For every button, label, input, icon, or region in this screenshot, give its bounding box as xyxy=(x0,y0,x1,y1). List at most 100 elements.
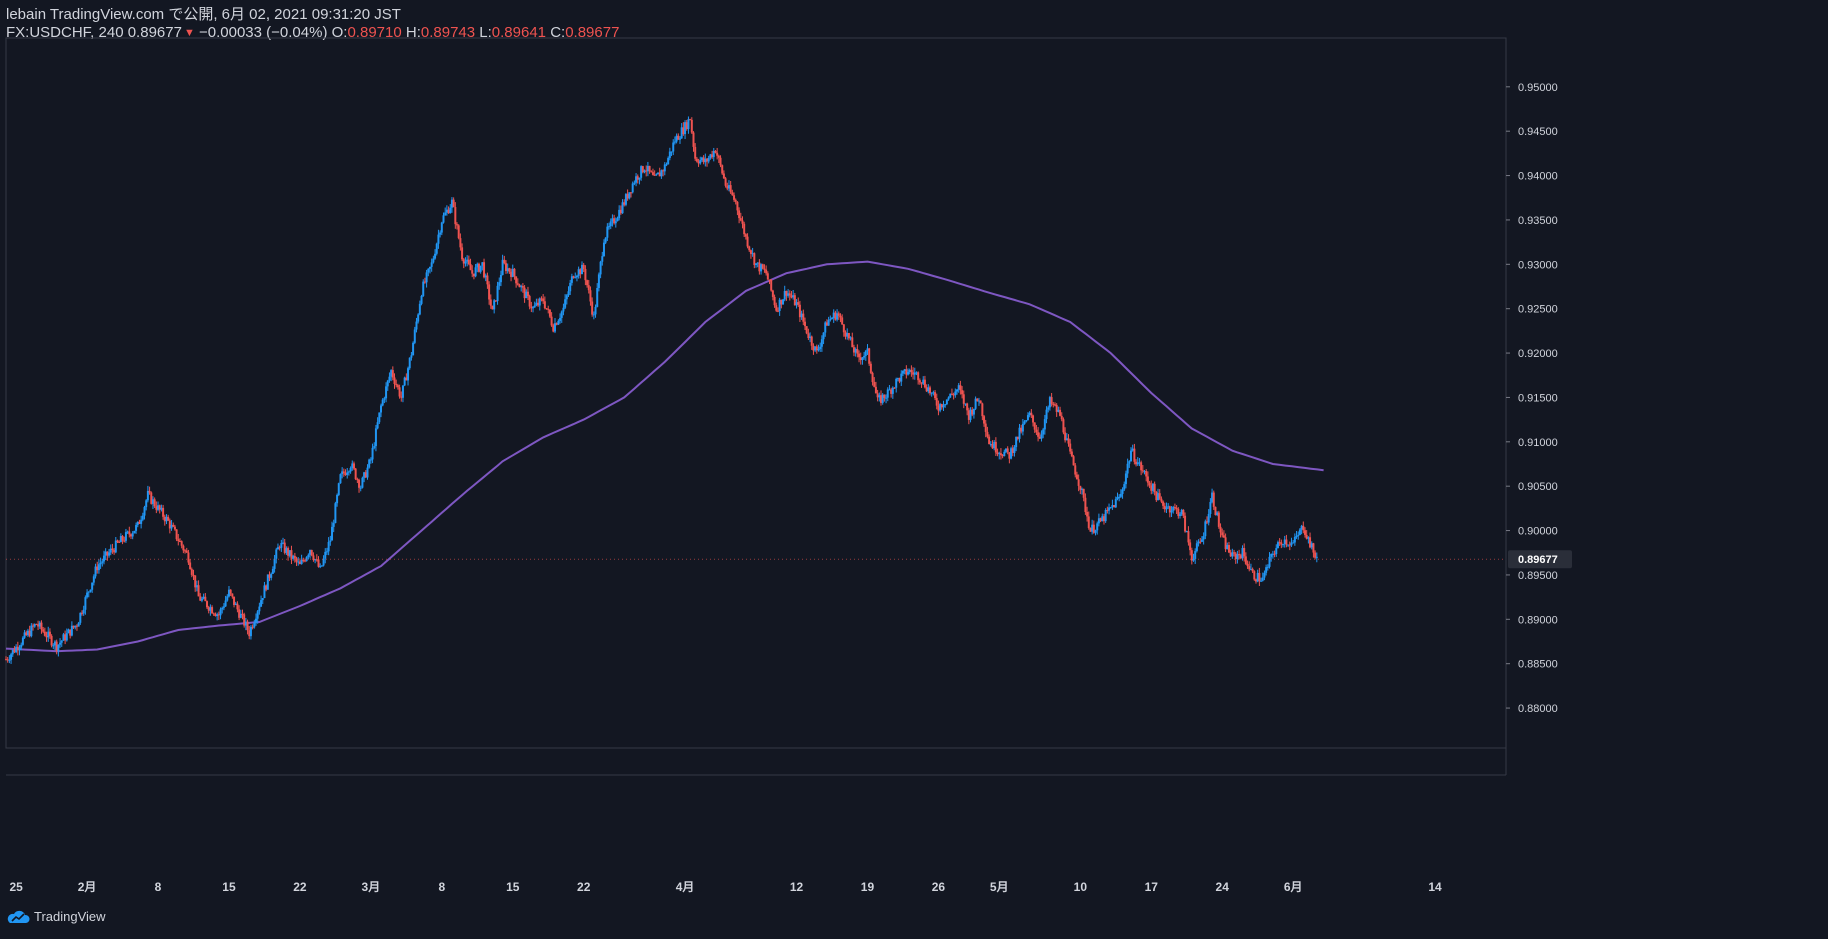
low-label: L: xyxy=(479,24,492,41)
candle-up xyxy=(253,622,256,628)
candle-up xyxy=(1108,507,1111,511)
candle-up xyxy=(594,306,597,315)
candle-down xyxy=(43,631,46,636)
candle-down xyxy=(582,264,585,269)
candle-down xyxy=(483,262,486,278)
candle-down xyxy=(1106,510,1109,512)
candle-down xyxy=(265,585,268,590)
time-axis[interactable]: 25 2月 8 15 22 3月 8 15 22 4月 12 19 26 5月 10 17 24 6月 14 xyxy=(9,880,1442,894)
candle-down xyxy=(893,387,896,389)
time-tick-label: 4月 xyxy=(676,880,695,894)
candle-down xyxy=(454,207,457,225)
candle-up xyxy=(369,459,372,461)
candle-down xyxy=(714,150,717,153)
candle-up xyxy=(437,234,440,244)
candle-up xyxy=(1298,529,1301,535)
candle-down xyxy=(1280,542,1283,545)
candle-up xyxy=(957,385,960,390)
candle-up xyxy=(146,490,149,501)
candle-down xyxy=(753,253,756,265)
candle-down xyxy=(1288,544,1291,546)
candle-up xyxy=(854,349,857,353)
candle-down xyxy=(1086,511,1089,517)
candle-up xyxy=(126,531,129,533)
candle-up xyxy=(104,551,107,556)
symbol-label[interactable]: FX:USDCHF, 240 xyxy=(6,24,124,41)
candle-down xyxy=(917,372,920,381)
candle-up xyxy=(1131,448,1134,451)
candle-down xyxy=(197,585,200,597)
candle-up xyxy=(493,300,496,310)
candle-down xyxy=(491,305,494,310)
candle-down xyxy=(189,562,192,570)
candle-down xyxy=(1212,492,1215,507)
candle-up xyxy=(1114,499,1117,508)
time-tick-label: 26 xyxy=(932,880,946,894)
candle-up xyxy=(525,291,528,299)
candle-down xyxy=(641,166,644,173)
candle-up xyxy=(276,547,279,550)
candle-up xyxy=(401,385,404,398)
candle-down xyxy=(452,199,455,208)
candle-up xyxy=(908,369,911,373)
candle-up xyxy=(20,644,23,648)
candle-up xyxy=(604,237,607,243)
candle-down xyxy=(118,541,121,543)
candle-up xyxy=(969,409,972,420)
candle-up xyxy=(1096,523,1099,531)
footer-brand[interactable]: TradingView xyxy=(6,909,106,924)
candle-up xyxy=(38,622,41,627)
candle-up xyxy=(1211,492,1214,502)
candle-up xyxy=(378,412,381,423)
candle-up xyxy=(219,609,222,616)
candle-down xyxy=(1055,405,1058,412)
candle-down xyxy=(1246,563,1249,567)
candle-up xyxy=(599,261,602,275)
candle-down xyxy=(1302,525,1305,531)
candle-down xyxy=(961,390,964,395)
candle-up xyxy=(989,443,992,445)
candle-up xyxy=(1138,462,1141,464)
candle-up xyxy=(814,346,817,351)
candle-up xyxy=(145,500,148,508)
candle-down xyxy=(69,629,72,636)
candle-up xyxy=(368,459,371,468)
price-axis[interactable]: 0.88000 0.88500 0.89000 0.89500 0.90000 0.905… xyxy=(1506,82,1572,715)
candle-up xyxy=(349,468,352,472)
candle-up xyxy=(1136,462,1139,465)
candle-up xyxy=(1192,558,1195,561)
candle-down xyxy=(494,300,497,302)
candle-down xyxy=(952,394,955,396)
candle-down xyxy=(545,308,548,310)
candle-up xyxy=(621,202,624,214)
candle-up xyxy=(817,348,820,351)
candle-down xyxy=(935,398,938,406)
candle-up xyxy=(687,119,690,130)
candle-down xyxy=(1305,534,1308,539)
candle-up xyxy=(861,357,864,361)
candle-down xyxy=(773,296,776,306)
candle-down xyxy=(810,336,813,346)
price-tick-label: 0.91000 xyxy=(1518,437,1558,449)
candle-up xyxy=(1165,507,1168,510)
candle-down xyxy=(175,529,178,540)
candle-down xyxy=(1016,436,1019,439)
candle-down xyxy=(765,269,768,274)
candle-up xyxy=(273,558,276,569)
candle-down xyxy=(508,268,511,272)
candle-down xyxy=(13,649,16,653)
candle-up xyxy=(160,507,163,510)
candle-up xyxy=(829,319,832,321)
candle-down xyxy=(976,398,979,401)
candle-down xyxy=(859,357,862,361)
candle-down xyxy=(1285,539,1288,545)
candle-up xyxy=(374,428,377,447)
candle-down xyxy=(488,284,491,300)
candle-down xyxy=(962,394,965,404)
candle-down xyxy=(447,209,450,214)
candle-up xyxy=(1143,471,1146,473)
candle-up xyxy=(339,474,342,484)
candle-down xyxy=(489,299,492,306)
candle-up xyxy=(1104,510,1107,522)
